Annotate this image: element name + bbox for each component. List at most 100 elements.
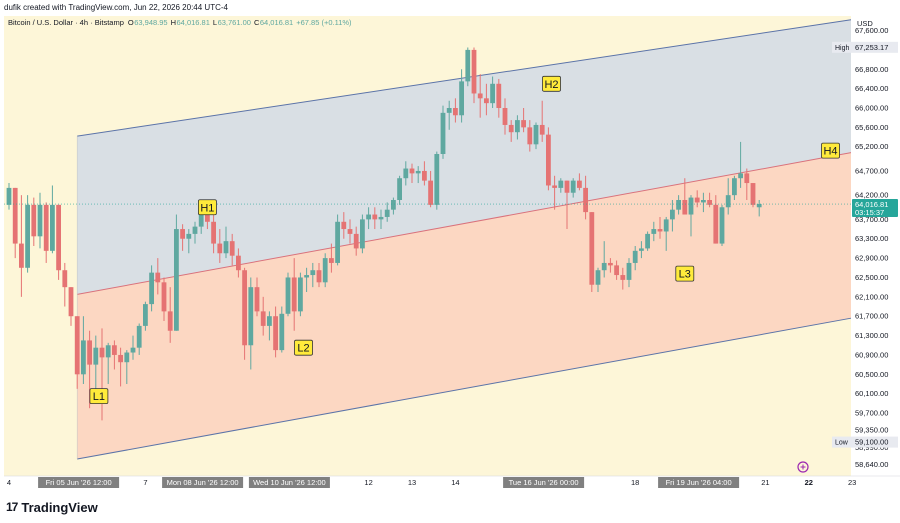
candle-body [676, 200, 681, 210]
candle [347, 219, 353, 244]
marker-label: L1 [93, 391, 105, 403]
time-tick: 18 [631, 478, 639, 487]
marker-box [197, 199, 217, 216]
time-tick-bg [248, 477, 330, 488]
candle-body [577, 180, 582, 188]
candle-body [254, 287, 260, 312]
candle [62, 262, 68, 307]
candle [502, 98, 508, 135]
ohlc-value: L [213, 18, 217, 27]
candle-body [31, 204, 37, 237]
candle-body [527, 127, 533, 145]
candle-body [6, 187, 12, 205]
candle [515, 115, 520, 140]
candle [149, 265, 154, 312]
candle [211, 212, 216, 254]
candle-body [657, 229, 663, 232]
replay-icon[interactable] [797, 461, 809, 473]
candle [360, 214, 365, 254]
candle [304, 267, 309, 292]
candle [105, 342, 111, 384]
candle [118, 347, 123, 387]
candle [285, 272, 291, 317]
candle-body [149, 272, 154, 305]
candle [409, 163, 415, 184]
candle-body [397, 178, 402, 200]
candle [56, 204, 61, 280]
ohlc-value: C [254, 18, 260, 27]
candle-body [546, 134, 551, 186]
candle [68, 287, 74, 326]
candle [688, 195, 694, 237]
candle-body [112, 345, 117, 355]
candle-body [663, 219, 669, 232]
candle [236, 248, 241, 278]
candle-body [99, 347, 105, 358]
upper-channel-zone [77, 19, 851, 295]
highlighted-time-tick: Fri 19 Jun '26 04:00 [658, 477, 740, 488]
candle [397, 175, 402, 205]
candle [6, 183, 12, 210]
candle-body [87, 340, 92, 365]
lower-channel-line [77, 317, 852, 460]
candle [620, 267, 626, 290]
candle [719, 204, 725, 246]
candle-body [564, 180, 570, 193]
candle [471, 47, 477, 104]
candle-body [322, 258, 328, 283]
candle [186, 229, 192, 254]
candle-body [440, 112, 446, 154]
candle [484, 83, 489, 116]
candle-body [155, 272, 161, 283]
candle [25, 195, 30, 273]
candle-body [298, 277, 303, 312]
candle-body [223, 241, 229, 254]
candle [279, 306, 285, 353]
candle [595, 267, 601, 292]
ohlc-value: +67.85 (+0.11%) [296, 18, 352, 27]
candle-body [304, 275, 309, 278]
marker-h4: H4 [821, 142, 840, 159]
currency-label: USD [857, 19, 873, 28]
candle-body [105, 345, 111, 358]
candles [4, 47, 851, 421]
candle [713, 195, 719, 244]
candle-body [211, 221, 216, 244]
candle-body [285, 277, 291, 314]
candle [701, 192, 706, 213]
ohlc-value: O [128, 18, 134, 27]
candle-body [291, 277, 297, 312]
candle [453, 98, 458, 123]
candle [291, 258, 297, 331]
candle [428, 170, 433, 208]
candle [632, 246, 638, 271]
candle [43, 202, 49, 263]
candle-body [601, 262, 607, 271]
candle [161, 277, 167, 322]
candle [322, 253, 328, 288]
candle [552, 175, 557, 210]
candle [496, 78, 502, 118]
candle-body [552, 185, 557, 188]
time-axis[interactable]: 4 Fri 05 Jun '26 12:00 7 Mon 08 Jun '26 12:… [0, 475, 900, 490]
candle [112, 340, 117, 370]
candle-body [670, 209, 675, 220]
candle [217, 229, 223, 263]
candle-body [229, 241, 235, 256]
price-tick: 58,640.00 [855, 460, 888, 469]
highlighted-time-tick: Tue 16 Jun '26 00:00 [503, 477, 585, 488]
candle-body [56, 204, 61, 271]
candle-body [756, 204, 762, 208]
candle [31, 197, 37, 246]
candle-body [167, 311, 173, 331]
candle-body [161, 282, 167, 312]
time-tick: 4 [7, 478, 11, 487]
candle-body [614, 265, 619, 276]
high-tag-text: High [835, 45, 850, 52]
price-tick: 59,350.00 [855, 426, 888, 435]
last-price-value: 64,016.81 [855, 200, 888, 209]
time-tick: 7 [143, 478, 147, 487]
candle-body [589, 212, 595, 285]
